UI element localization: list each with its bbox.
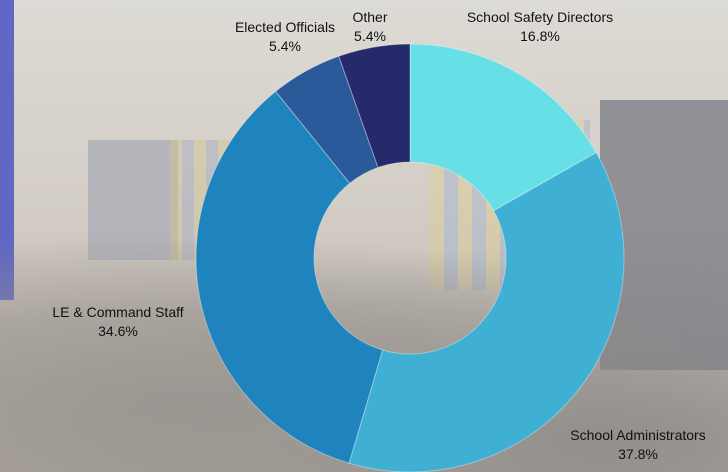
slice-percent-school-safety-directors: 16.8%	[520, 28, 560, 44]
blue-curtain	[0, 0, 14, 300]
slice-percent-elected-officials: 5.4%	[269, 38, 301, 54]
slice-school-safety-directors	[409, 43, 597, 212]
slice-name-school-administrators: School Administrators	[570, 427, 706, 443]
slice-percent-other: 5.4%	[354, 28, 386, 44]
label-other: Other 5.4%	[336, 8, 404, 46]
label-school-safety-directors: School Safety Directors 16.8%	[440, 8, 640, 46]
slice-name-school-safety-directors: School Safety Directors	[466, 9, 614, 25]
booth-left	[88, 140, 178, 260]
slice-percent-school-administrators: 37.8%	[618, 446, 658, 462]
donut-slices	[195, 43, 625, 472]
label-school-administrators: School Administrators 37.8%	[548, 426, 728, 464]
slice-percent-le-command-staff: 34.6%	[98, 323, 138, 339]
label-le-command-staff: LE & Command Staff 34.6%	[18, 303, 218, 341]
slice-name-other: Other	[352, 9, 388, 25]
slice-name-le-command-staff: LE & Command Staff	[52, 304, 184, 320]
slice-other	[338, 43, 411, 169]
slice-le-command-staff	[195, 90, 384, 464]
label-elected-officials: Elected Officials 5.4%	[210, 18, 360, 56]
slice-name-elected-officials: Elected Officials	[234, 19, 336, 35]
